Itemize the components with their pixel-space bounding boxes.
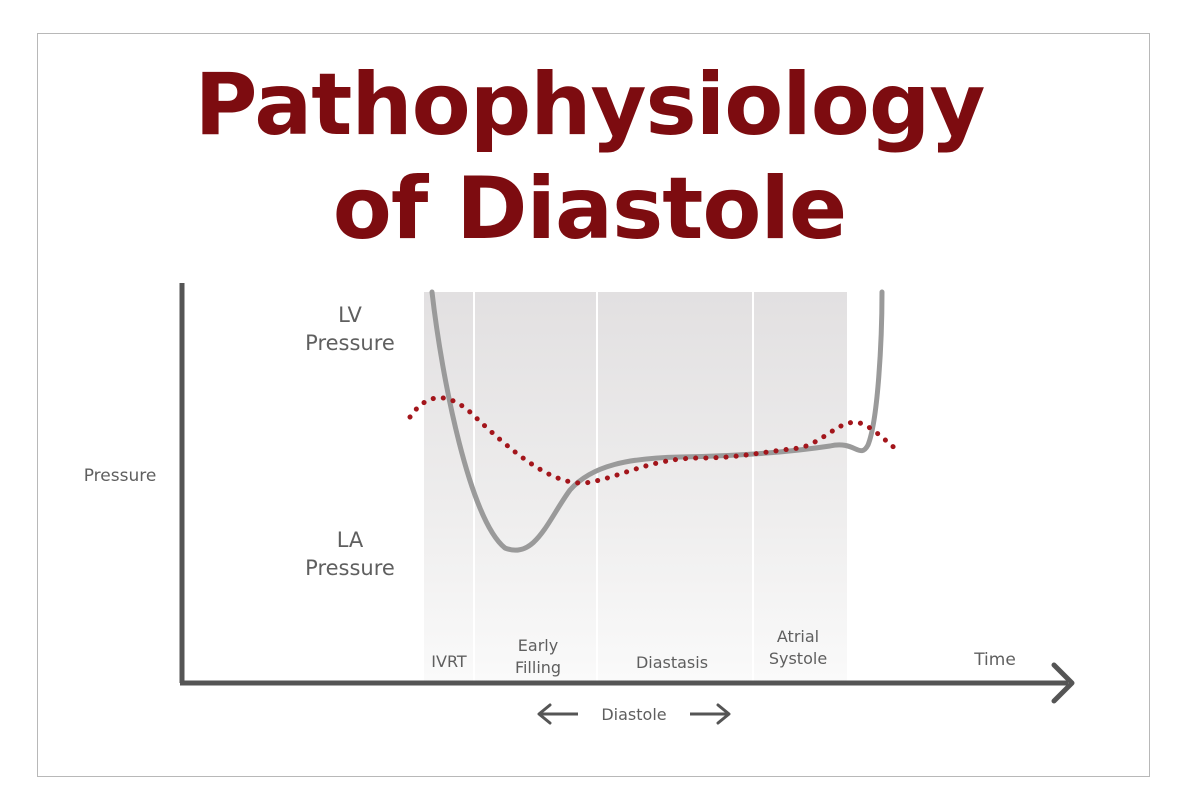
phase-label-diastasis: Diastasis — [636, 653, 708, 672]
phase-band-ivrt — [424, 292, 473, 682]
phase-band-early-filling — [475, 292, 596, 682]
phase-label-atrial-line-1: Atrial — [777, 627, 819, 646]
diastole-label: Diastole — [601, 705, 666, 724]
title-line-1: Pathophysiology — [194, 55, 986, 155]
phase-band-atrial-systole — [754, 292, 847, 682]
diastole-arrow-left-head — [537, 703, 552, 725]
phase-label-atrial-line-2: Systole — [769, 649, 827, 668]
phase-label-early-line-1: Early — [518, 636, 558, 655]
la-label-line-2: Pressure — [305, 556, 395, 580]
y-axis-label: Pressure — [84, 466, 157, 486]
phase-band-diastasis — [598, 292, 752, 682]
diastole-arrow-right-head — [716, 703, 731, 725]
lv-label-line-1: LV — [338, 303, 362, 327]
phase-label-early-line-2: Filling — [515, 658, 561, 677]
la-label-line-1: LA — [337, 528, 364, 552]
x-axis-arrowhead — [1051, 662, 1075, 704]
x-axis-label: Time — [973, 650, 1016, 670]
phase-label-ivrt: IVRT — [431, 652, 467, 671]
lv-pressure-curve — [429, 289, 885, 553]
lv-label-line-2: Pressure — [305, 331, 395, 355]
title-line-2: of Diastole — [332, 159, 848, 259]
la-pressure-curve — [407, 395, 903, 486]
